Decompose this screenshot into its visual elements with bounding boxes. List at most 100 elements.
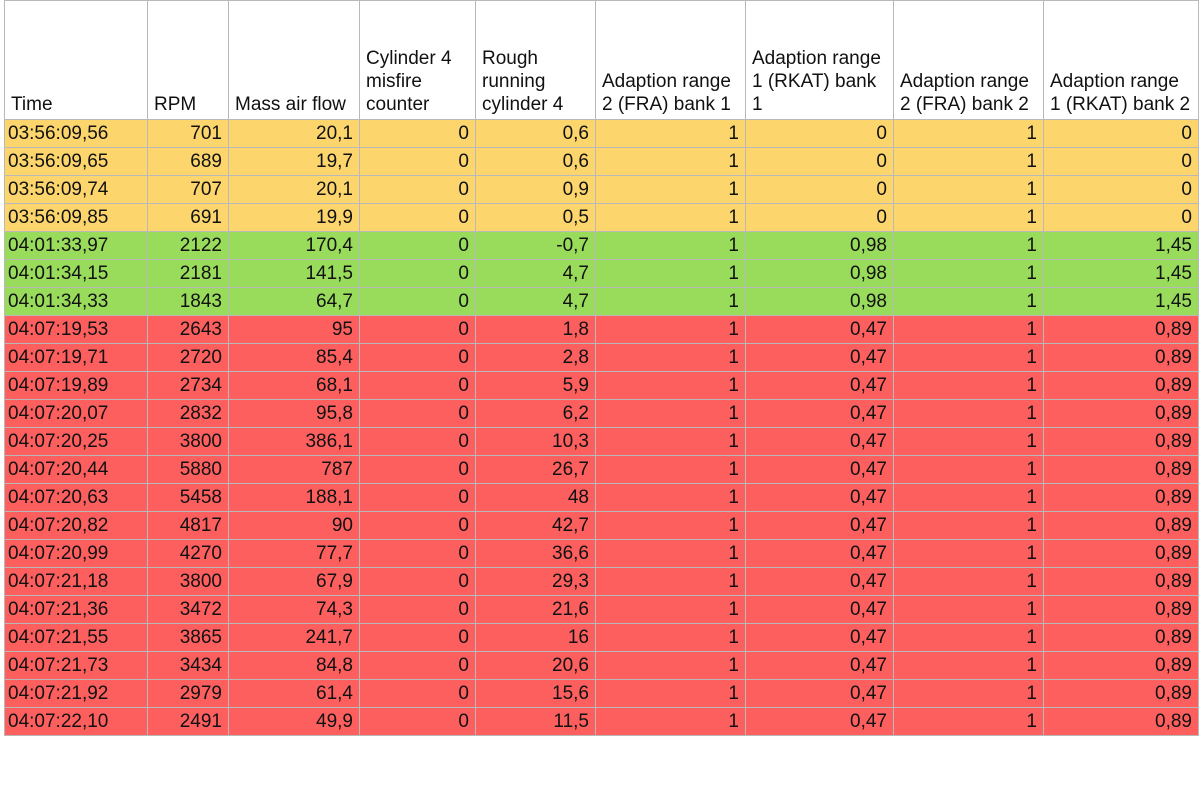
table-cell: 1 bbox=[893, 287, 1044, 316]
table-cell: 1 bbox=[595, 427, 746, 456]
table-cell: 19,7 bbox=[228, 147, 360, 176]
table-cell: 0 bbox=[1043, 147, 1199, 176]
table-cell: 4817 bbox=[147, 511, 229, 540]
table-cell: 1 bbox=[893, 203, 1044, 232]
table-cell: 10,3 bbox=[475, 427, 596, 456]
table-cell: 1 bbox=[893, 175, 1044, 204]
table-cell: 0,47 bbox=[745, 539, 894, 568]
table-row: 04:07:19,71 2720 85,4 0 2,8 1 0,47 1 0,89 bbox=[4, 343, 1199, 372]
table-cell: 15,6 bbox=[475, 679, 596, 708]
table-row: 03:56:09,65 689 19,7 0 0,6 1 0 1 0 bbox=[4, 147, 1199, 176]
table-cell: 1 bbox=[893, 343, 1044, 372]
data-table: Time RPM Mass air flow Cylinder 4 misfire c… bbox=[4, 0, 1199, 736]
table-cell: 0 bbox=[359, 455, 476, 484]
table-cell: 0 bbox=[359, 539, 476, 568]
table-cell: 0,89 bbox=[1043, 567, 1199, 596]
table-row: 04:07:20,63 5458 188,1 0 48 1 0,47 1 0,89 bbox=[4, 483, 1199, 512]
table-cell: 1 bbox=[595, 259, 746, 288]
table-row: 03:56:09,56 701 20,1 0 0,6 1 0 1 0 bbox=[4, 119, 1199, 148]
table-cell: 691 bbox=[147, 203, 229, 232]
table-cell: 04:01:34,15 bbox=[4, 259, 148, 288]
table-cell: 0 bbox=[359, 147, 476, 176]
table-row: 03:56:09,74 707 20,1 0 0,9 1 0 1 0 bbox=[4, 175, 1199, 204]
table-cell: 0 bbox=[745, 119, 894, 148]
table-cell: 3472 bbox=[147, 595, 229, 624]
table-cell: 03:56:09,74 bbox=[4, 175, 148, 204]
table-cell: 67,9 bbox=[228, 567, 360, 596]
table-row: 04:07:20,07 2832 95,8 0 6,2 1 0,47 1 0,89 bbox=[4, 399, 1199, 428]
table-cell: 04:07:20,82 bbox=[4, 511, 148, 540]
table-cell: 1 bbox=[893, 427, 1044, 456]
table-cell: 0 bbox=[359, 399, 476, 428]
table-cell: 48 bbox=[475, 483, 596, 512]
table-cell: 0,47 bbox=[745, 399, 894, 428]
table-cell: 0,47 bbox=[745, 679, 894, 708]
table-cell: 1 bbox=[893, 455, 1044, 484]
table-cell: 36,6 bbox=[475, 539, 596, 568]
table-cell: 77,7 bbox=[228, 539, 360, 568]
table-cell: 68,1 bbox=[228, 371, 360, 400]
table-row: 04:07:21,36 3472 74,3 0 21,6 1 0,47 1 0,89 bbox=[4, 595, 1199, 624]
table-cell: 386,1 bbox=[228, 427, 360, 456]
table-cell: 1843 bbox=[147, 287, 229, 316]
table-cell: 0,47 bbox=[745, 651, 894, 680]
table-cell: 689 bbox=[147, 147, 229, 176]
table-cell: 2491 bbox=[147, 707, 229, 736]
table-cell: 2122 bbox=[147, 231, 229, 260]
table-cell: 19,9 bbox=[228, 203, 360, 232]
table-cell: 04:01:34,33 bbox=[4, 287, 148, 316]
table-cell: 1 bbox=[595, 119, 746, 148]
table-cell: 0 bbox=[1043, 203, 1199, 232]
column-header: RPM bbox=[147, 0, 229, 120]
table-cell: 26,7 bbox=[475, 455, 596, 484]
table-cell: 1 bbox=[893, 483, 1044, 512]
table-row: 04:07:20,82 4817 90 0 42,7 1 0,47 1 0,89 bbox=[4, 511, 1199, 540]
table-cell: 0,89 bbox=[1043, 623, 1199, 652]
table-cell: 1 bbox=[893, 315, 1044, 344]
table-cell: 2181 bbox=[147, 259, 229, 288]
table-cell: 0,89 bbox=[1043, 371, 1199, 400]
table-cell: 0,89 bbox=[1043, 343, 1199, 372]
table-cell: 0 bbox=[359, 259, 476, 288]
table-cell: 1 bbox=[595, 147, 746, 176]
table-cell: 1 bbox=[893, 231, 1044, 260]
spreadsheet: Time RPM Mass air flow Cylinder 4 misfire c… bbox=[4, 0, 1199, 736]
table-cell: 1 bbox=[893, 595, 1044, 624]
table-cell: 0 bbox=[1043, 119, 1199, 148]
table-cell: 2734 bbox=[147, 371, 229, 400]
table-cell: 0,47 bbox=[745, 315, 894, 344]
table-cell: 0 bbox=[359, 343, 476, 372]
table-cell: 1 bbox=[893, 399, 1044, 428]
table-cell: 0 bbox=[359, 483, 476, 512]
table-cell: 0 bbox=[359, 427, 476, 456]
column-header: Adaption range 2 (FRA) bank 1 bbox=[595, 0, 746, 120]
table-cell: 0 bbox=[359, 623, 476, 652]
table-cell: 0,89 bbox=[1043, 595, 1199, 624]
table-cell: 0,6 bbox=[475, 119, 596, 148]
table-cell: 0,98 bbox=[745, 287, 894, 316]
table-cell: 1 bbox=[893, 567, 1044, 596]
table-cell: 61,4 bbox=[228, 679, 360, 708]
table-row: 04:07:21,92 2979 61,4 0 15,6 1 0,47 1 0,89 bbox=[4, 679, 1199, 708]
table-cell: 0,9 bbox=[475, 175, 596, 204]
table-cell: 1 bbox=[595, 343, 746, 372]
table-cell: 5880 bbox=[147, 455, 229, 484]
table-cell: 0,98 bbox=[745, 259, 894, 288]
table-cell: 0,89 bbox=[1043, 427, 1199, 456]
table-cell: 2832 bbox=[147, 399, 229, 428]
table-cell: 1 bbox=[595, 483, 746, 512]
column-header: Adaption range 2 (FRA) bank 2 bbox=[893, 0, 1044, 120]
table-cell: 0 bbox=[359, 315, 476, 344]
table-row: 04:07:21,18 3800 67,9 0 29,3 1 0,47 1 0,89 bbox=[4, 567, 1199, 596]
table-cell: 1 bbox=[595, 539, 746, 568]
table-cell: 1 bbox=[595, 707, 746, 736]
table-cell: 04:07:20,99 bbox=[4, 539, 148, 568]
table-cell: 170,4 bbox=[228, 231, 360, 260]
table-cell: 1 bbox=[595, 175, 746, 204]
table-cell: 20,1 bbox=[228, 175, 360, 204]
table-cell: 4,7 bbox=[475, 259, 596, 288]
table-cell: 0 bbox=[359, 707, 476, 736]
column-header: Mass air flow bbox=[228, 0, 360, 120]
table-cell: 787 bbox=[228, 455, 360, 484]
table-cell: 0 bbox=[1043, 175, 1199, 204]
